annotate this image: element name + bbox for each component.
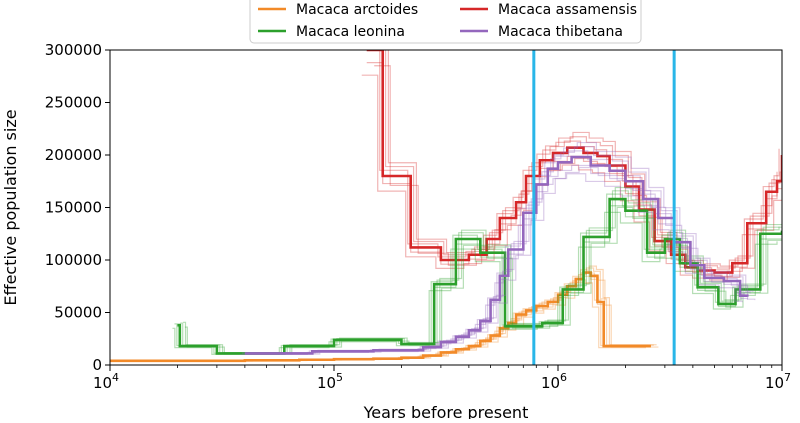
series-macaca-arctoides <box>110 265 659 363</box>
x-tick-label: 107 <box>765 371 791 392</box>
legend-label-macaca-thibetana: Macaca thibetana <box>498 24 623 40</box>
bootstrap-line-macaca-leonina-6 <box>184 206 782 355</box>
bootstrap-line-macaca-assamensis-5 <box>379 50 780 271</box>
legend-label-macaca-arctoides: Macaca arctoides <box>296 2 418 18</box>
plot-frame <box>109 49 783 366</box>
legend-label-macaca-leonina: Macaca leonina <box>296 24 405 40</box>
y-tick-label: 300000 <box>45 41 102 59</box>
y-axis-label: Effective population size <box>1 109 20 305</box>
x-tick-label: 106 <box>541 371 567 392</box>
x-tick-label: 105 <box>317 371 343 392</box>
series-macaca-leonina <box>172 186 782 355</box>
bootstrap-line-macaca-leonina-2 <box>183 186 782 354</box>
legend-box <box>249 0 642 44</box>
series-line-macaca-leonina <box>177 197 782 355</box>
bootstrap-line-macaca-assamensis-6 <box>374 65 782 278</box>
bootstrap-line-macaca-leonina-1 <box>172 211 778 355</box>
series-line-macaca-arctoides <box>110 271 651 363</box>
series-macaca-thibetana <box>239 141 756 355</box>
legend-label-macaca-assamensis: Macaca assamensis <box>498 2 637 18</box>
y-tick-label: 0 <box>92 356 102 374</box>
y-tick-label: 150000 <box>45 199 102 217</box>
series-macaca-assamensis <box>361 50 782 281</box>
bootstrap-line-macaca-leonina-5 <box>174 193 780 354</box>
y-tick-label: 200000 <box>45 146 102 164</box>
series-line-macaca-thibetana <box>244 155 749 355</box>
y-tick-label: 50000 <box>54 304 102 322</box>
x-axis-label: Years before present <box>363 403 529 419</box>
bootstrap-line-macaca-leonina-4 <box>180 190 782 354</box>
bootstrap-line-macaca-assamensis-1 <box>361 74 778 281</box>
y-tick-label: 100000 <box>45 251 102 269</box>
x-tick-label: 104 <box>93 371 119 392</box>
bootstrap-line-macaca-assamensis-4 <box>384 50 782 269</box>
series-line-macaca-assamensis <box>366 50 782 274</box>
y-tick-label: 250000 <box>45 94 102 112</box>
legend: Macaca arctoides Macaca assamensis Macaca … <box>249 0 642 44</box>
bootstrap-line-macaca-thibetana-6 <box>252 166 756 355</box>
